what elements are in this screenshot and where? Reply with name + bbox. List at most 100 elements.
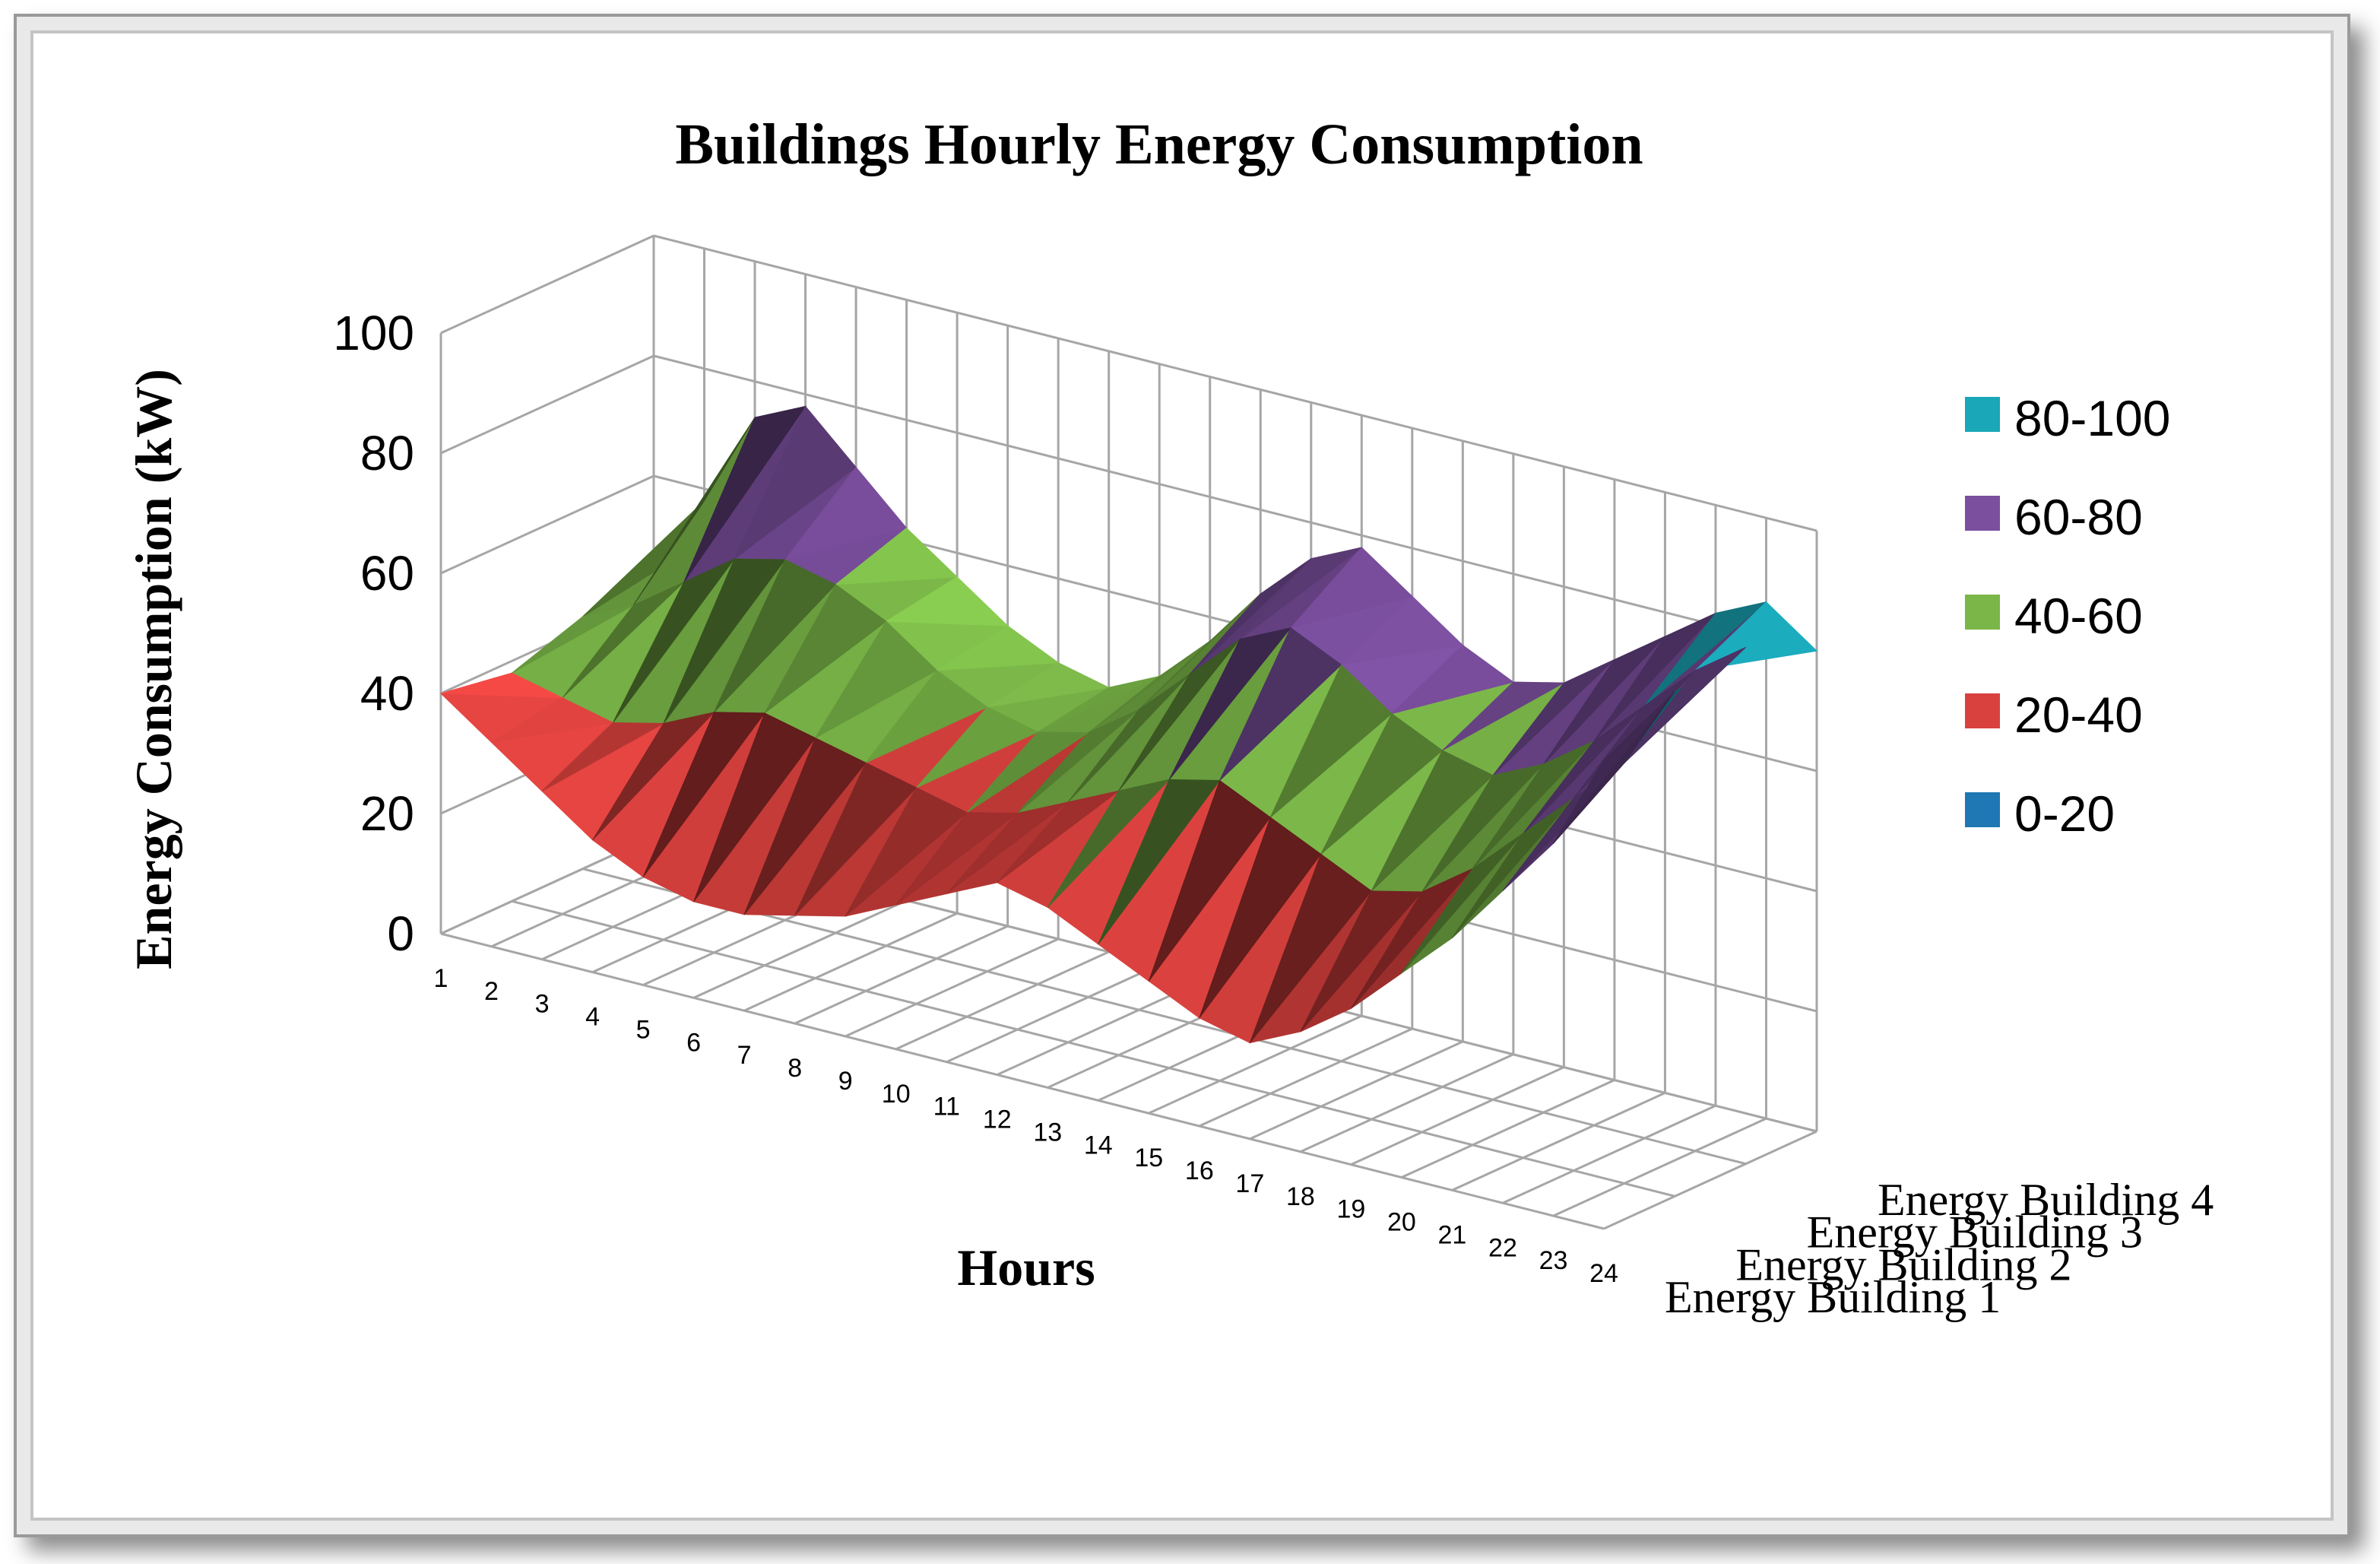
surface-facet <box>511 604 634 674</box>
surface-facet <box>845 787 968 917</box>
floor-gridline <box>743 912 958 1012</box>
surface-facet <box>440 672 563 699</box>
surface-facet <box>834 527 959 585</box>
surface-facet <box>562 582 685 699</box>
surface-facet <box>612 558 735 723</box>
surface-facet <box>1401 833 1524 974</box>
surface-facet <box>1189 558 1312 675</box>
surface-facet <box>895 812 1019 906</box>
surface-facet <box>936 625 1060 671</box>
floor-gridline <box>794 925 1009 1025</box>
surface-facet <box>1472 741 1595 869</box>
x-tick-label: 21 <box>1438 1220 1467 1249</box>
surface-facet <box>1694 601 1818 671</box>
surface-facet <box>1543 636 1665 765</box>
back-wall-gridline <box>653 354 1817 652</box>
floor-gridline <box>1148 1014 1362 1115</box>
x-tick-label: 3 <box>535 990 550 1019</box>
x-tick-label: 9 <box>838 1067 853 1096</box>
legend-label: 0-20 <box>2014 785 2115 842</box>
legend-label: 40-60 <box>2014 588 2143 644</box>
floor-gridline <box>1300 1053 1514 1153</box>
floor-gridline <box>1401 1079 1615 1179</box>
surface-facet <box>663 558 786 724</box>
y-tick-label: 80 <box>360 426 414 481</box>
surface-facet <box>987 662 1111 708</box>
y-axis-ticks: 0 20 40 60 80 100 <box>333 306 414 961</box>
legend-label: 20-40 <box>2014 687 2143 743</box>
surface-facet <box>1553 691 1675 844</box>
surface-facet <box>1017 709 1139 814</box>
x-tick-label: 19 <box>1336 1195 1365 1224</box>
surface-facet <box>1523 705 1645 834</box>
surface-facet <box>1047 779 1171 908</box>
depth-tick-label: Energy Building 3 <box>1807 1207 2143 1258</box>
surface-facet <box>1442 681 1566 751</box>
surface-facet <box>1038 676 1160 733</box>
floor-gridline <box>1249 1040 1463 1140</box>
x-tick-label: 24 <box>1589 1259 1618 1288</box>
side-wall-gridline <box>440 474 654 575</box>
x-tick-label: 17 <box>1235 1169 1264 1198</box>
floor-gridline <box>845 937 1059 1038</box>
floor-gridline <box>1502 1104 1716 1204</box>
x-tick-label: 10 <box>882 1080 911 1109</box>
surface-facet <box>865 669 988 763</box>
surface-facet <box>592 711 715 841</box>
surface-facet <box>541 722 665 792</box>
floor-gridline <box>1350 1066 1565 1166</box>
surface-facet <box>1148 779 1271 982</box>
legend-swatch <box>1965 693 2000 728</box>
surface-facet <box>1451 798 1574 938</box>
surface-facet <box>1624 646 1747 763</box>
side-wall-gridline <box>440 354 654 455</box>
x-tick-label: 20 <box>1387 1208 1416 1237</box>
x-tick-label: 6 <box>686 1028 701 1057</box>
floor-gridline <box>1199 1027 1413 1128</box>
x-tick-label: 4 <box>585 1003 600 1032</box>
surface-facet <box>966 731 1090 814</box>
surface <box>439 405 1818 1044</box>
legend-swatch <box>1965 792 2000 827</box>
x-tick-label: 2 <box>484 977 499 1006</box>
surface-facet <box>1249 853 1372 1043</box>
surface-facet <box>1219 627 1342 781</box>
surface-facet <box>1118 639 1241 792</box>
depth-tick-label: Energy Building 4 <box>1878 1175 2214 1225</box>
floor-depth-gridline <box>582 868 1747 1166</box>
surface-facet <box>997 790 1119 884</box>
surface-facet <box>916 706 1039 788</box>
surface-facet <box>713 559 837 713</box>
surface-facet <box>632 417 756 606</box>
x-axis-title: Hours <box>957 1239 1095 1296</box>
surface-facet <box>1240 547 1362 639</box>
y-tick-label: 100 <box>333 306 414 360</box>
x-tick-label: 12 <box>983 1106 1012 1134</box>
surface-facet <box>764 584 887 714</box>
depth-tick-label: Energy Building 1 <box>1665 1272 2001 1322</box>
surface-facet <box>1067 674 1190 803</box>
surface-facet <box>1269 664 1393 818</box>
surface-facet <box>1644 601 1767 706</box>
surface-facet <box>1199 817 1322 1019</box>
x-tick-label: 13 <box>1033 1118 1062 1147</box>
floor-depth-gridline <box>440 932 1605 1230</box>
x-tick-label: 7 <box>737 1041 752 1070</box>
surface-facet <box>1340 595 1464 666</box>
x-tick-label: 11 <box>933 1093 960 1121</box>
x-tick-label: 22 <box>1488 1233 1517 1262</box>
surface-facet <box>1300 890 1423 1033</box>
legend-label: 80-100 <box>2014 390 2171 446</box>
floor-depth-gridline <box>511 899 1675 1198</box>
legend-swatch <box>1965 397 2000 432</box>
surface-facet <box>1088 640 1211 734</box>
x-tick-label: 14 <box>1084 1131 1113 1160</box>
floor-gridline <box>895 950 1110 1051</box>
x-tick-label: 23 <box>1539 1246 1568 1275</box>
surface-facet <box>1350 868 1473 1009</box>
floor-gridline <box>692 899 908 999</box>
surface-facet <box>1492 659 1615 776</box>
back-wall-gridline <box>653 234 1817 532</box>
